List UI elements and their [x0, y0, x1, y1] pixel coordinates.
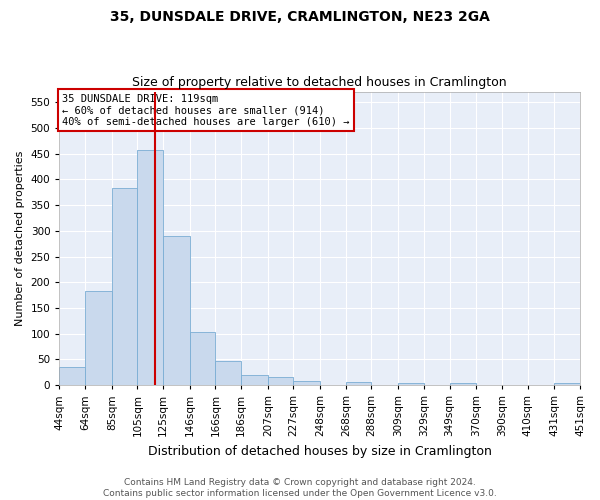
Bar — [398, 383, 424, 385]
Title: Size of property relative to detached houses in Cramlington: Size of property relative to detached ho… — [133, 76, 507, 90]
Text: 35 DUNSDALE DRIVE: 119sqm
← 60% of detached houses are smaller (914)
40% of semi: 35 DUNSDALE DRIVE: 119sqm ← 60% of detac… — [62, 94, 349, 126]
Y-axis label: Number of detached properties: Number of detached properties — [15, 151, 25, 326]
Bar — [241, 374, 268, 385]
Bar — [190, 332, 215, 385]
Bar — [293, 381, 320, 385]
Bar — [137, 150, 163, 385]
Text: 35, DUNSDALE DRIVE, CRAMLINGTON, NE23 2GA: 35, DUNSDALE DRIVE, CRAMLINGTON, NE23 2G… — [110, 10, 490, 24]
Bar — [112, 188, 137, 385]
Bar — [449, 384, 476, 385]
Text: Contains HM Land Registry data © Crown copyright and database right 2024.
Contai: Contains HM Land Registry data © Crown c… — [103, 478, 497, 498]
Bar — [268, 378, 293, 385]
Bar — [59, 367, 85, 385]
Bar — [215, 361, 241, 385]
Bar — [85, 291, 112, 385]
Bar — [346, 382, 371, 385]
X-axis label: Distribution of detached houses by size in Cramlington: Distribution of detached houses by size … — [148, 444, 491, 458]
Bar — [163, 236, 190, 385]
Bar — [554, 384, 580, 385]
